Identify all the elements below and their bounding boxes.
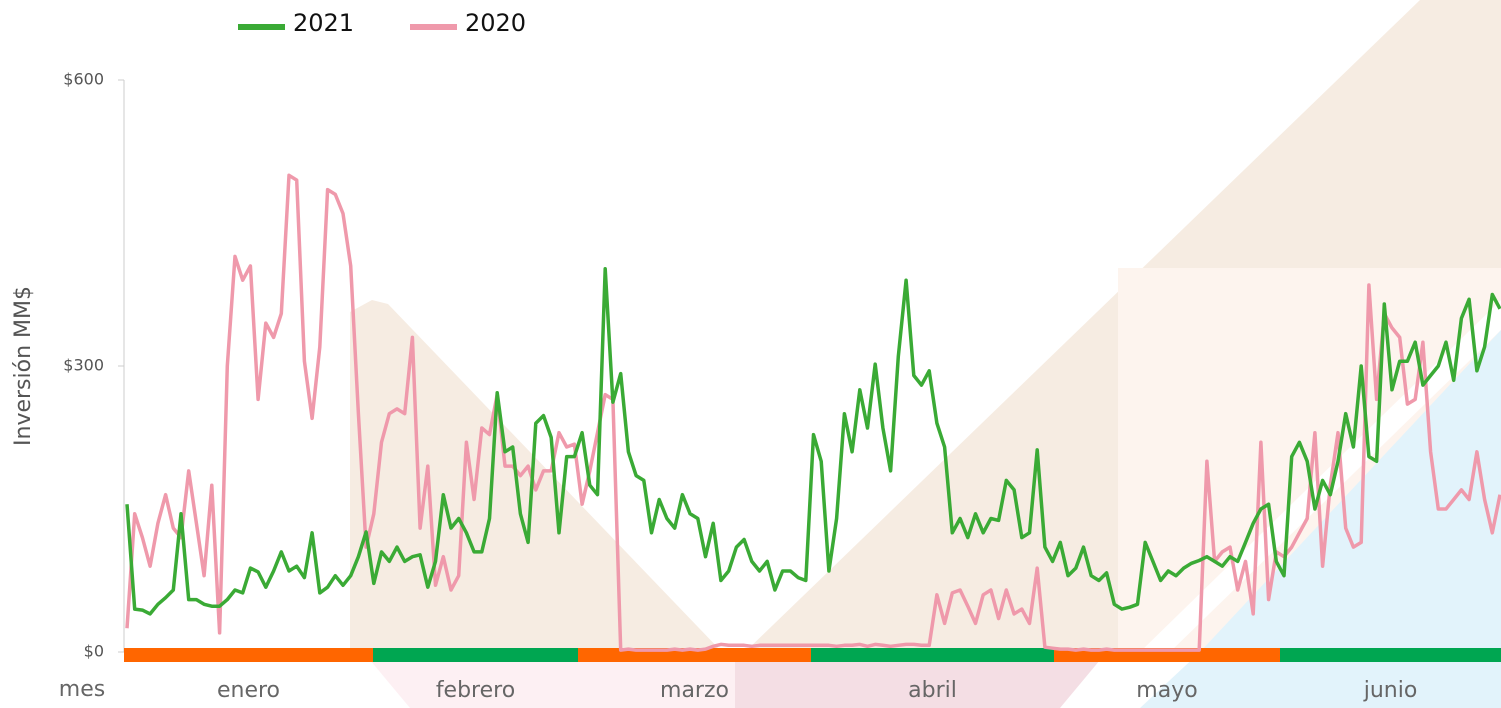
legend-label: 2021 [293,9,354,37]
legend-label: 2020 [465,9,526,37]
month-label: febrero [436,678,515,703]
month-band [1054,648,1280,662]
bg-shape [1140,330,1501,708]
month-label: junio [1363,678,1418,703]
bg-shape [1140,300,1501,652]
x-axis-title: mes [59,677,105,702]
month-band [124,648,373,662]
background [350,0,1501,708]
month-band [1280,648,1501,662]
y-tick-label: $600 [63,70,104,89]
bg-shape [370,660,735,708]
bg-shape [735,660,1100,708]
month-band [373,648,578,662]
bg-shape [350,300,722,652]
bg-shape [745,0,1501,652]
month-band [811,648,1054,662]
series-line [125,173,1501,652]
y-tick-label: $300 [63,356,104,375]
series-line [125,267,1501,616]
month-label: mayo [1136,678,1197,703]
month-label: abril [908,678,957,703]
y-axis-title: Inversión MM$ [11,286,36,446]
y-tick-label: $0 [84,642,104,661]
month-label: enero [217,678,280,703]
month-label: marzo [660,678,729,703]
